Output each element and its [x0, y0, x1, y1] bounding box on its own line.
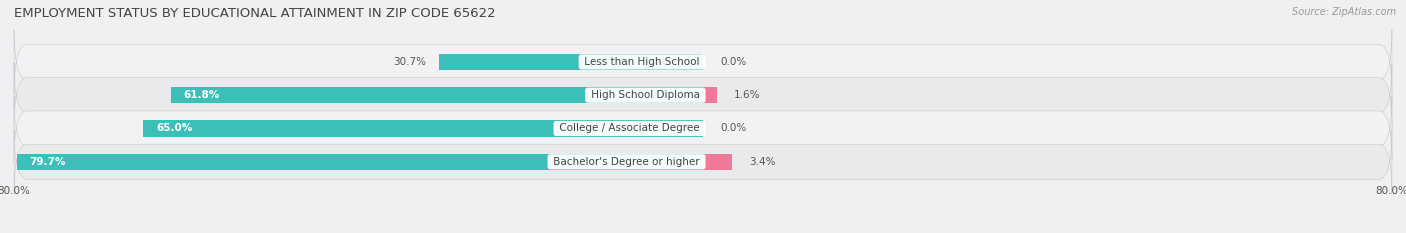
Bar — [170, 87, 703, 103]
Legend: In Labor Force, Unemployed: In Labor Force, Unemployed — [610, 231, 796, 233]
Text: 30.7%: 30.7% — [392, 57, 426, 67]
Text: Bachelor's Degree or higher: Bachelor's Degree or higher — [550, 157, 703, 167]
Text: EMPLOYMENT STATUS BY EDUCATIONAL ATTAINMENT IN ZIP CODE 65622: EMPLOYMENT STATUS BY EDUCATIONAL ATTAINM… — [14, 7, 496, 20]
Text: 65.0%: 65.0% — [156, 123, 193, 134]
Text: Less than High School: Less than High School — [581, 57, 703, 67]
Text: 79.7%: 79.7% — [30, 157, 66, 167]
Bar — [703, 154, 733, 170]
Text: Source: ZipAtlas.com: Source: ZipAtlas.com — [1292, 7, 1396, 17]
FancyBboxPatch shape — [14, 63, 1392, 128]
Text: 0.0%: 0.0% — [720, 57, 747, 67]
Bar — [439, 54, 703, 70]
Bar — [703, 87, 717, 103]
FancyBboxPatch shape — [14, 96, 1392, 161]
Text: 0.0%: 0.0% — [720, 123, 747, 134]
Text: 1.6%: 1.6% — [734, 90, 761, 100]
Bar — [17, 154, 703, 170]
Text: 61.8%: 61.8% — [184, 90, 219, 100]
FancyBboxPatch shape — [14, 30, 1392, 94]
Text: High School Diploma: High School Diploma — [588, 90, 703, 100]
FancyBboxPatch shape — [14, 129, 1392, 194]
Text: College / Associate Degree: College / Associate Degree — [557, 123, 703, 134]
Text: 3.4%: 3.4% — [749, 157, 776, 167]
Bar — [143, 120, 703, 137]
